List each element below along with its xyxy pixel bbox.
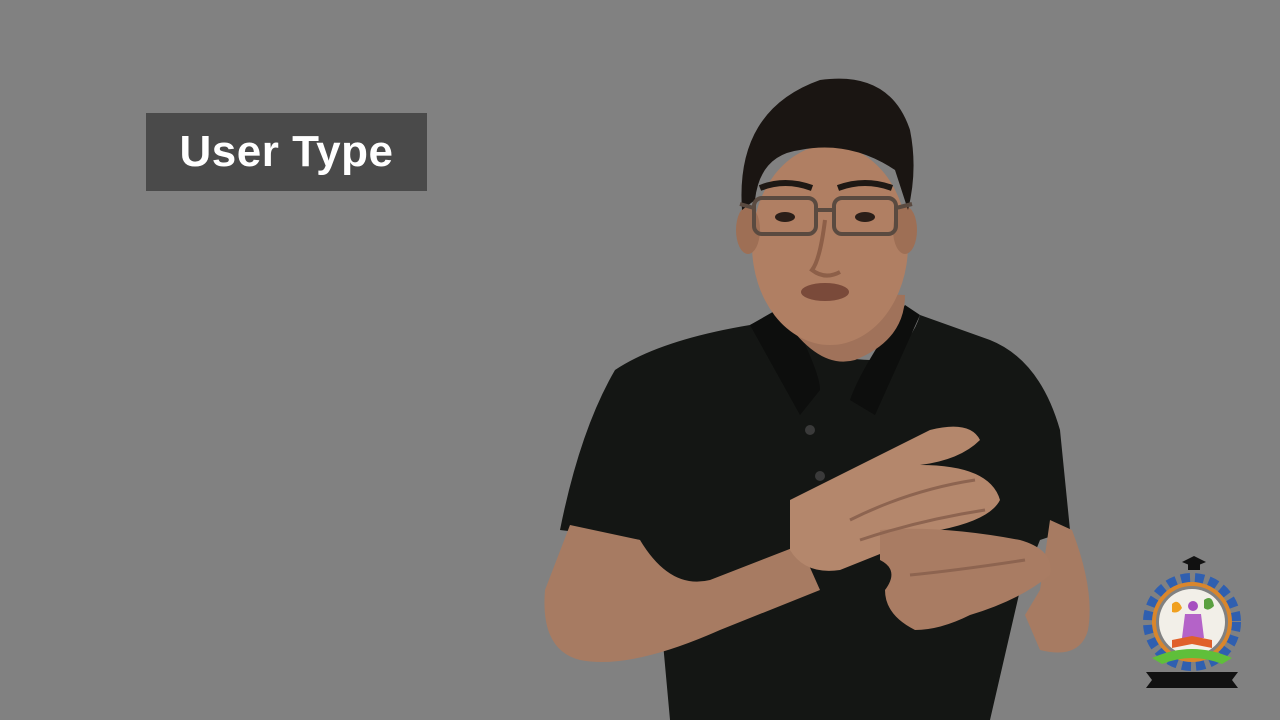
institution-emblem-icon: [1138, 554, 1246, 688]
presenter-figure: [520, 70, 1120, 720]
title-caption-box: User Type: [146, 113, 427, 191]
presenter-hand-lower: [880, 529, 1051, 630]
title-caption: User Type: [180, 127, 394, 177]
presenter-face: [752, 145, 908, 345]
presenter-mouth: [801, 283, 849, 301]
banner-ribbon: [1146, 672, 1238, 688]
